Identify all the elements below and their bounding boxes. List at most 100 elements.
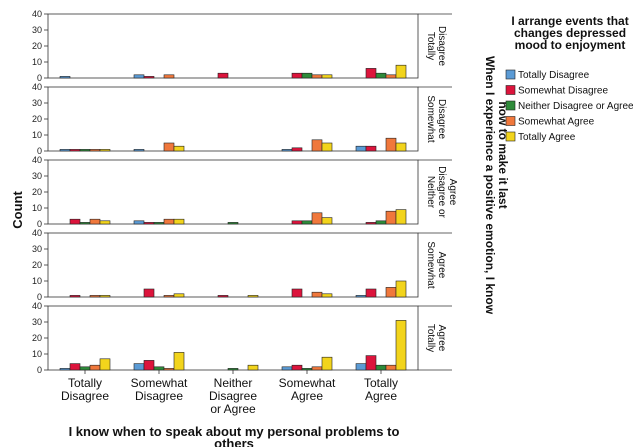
row-label: Somewhat Agree <box>425 241 447 288</box>
bar-5-2-5 <box>173 352 185 371</box>
x-tick-label: Disagree <box>135 389 183 403</box>
bar-5-1-5 <box>99 358 111 371</box>
bar-3-4-3 <box>301 220 313 225</box>
bar-5-5-1 <box>355 363 367 371</box>
bar-5-4-2 <box>291 364 303 371</box>
y-tick-label: 30 <box>32 317 42 327</box>
bar-1-5-4 <box>385 74 397 79</box>
bar-3-5-2 <box>365 222 377 225</box>
bar-1-2-1 <box>133 74 145 79</box>
row-label-line: Agree <box>436 252 447 279</box>
legend-item-label: Somewhat Disagree <box>518 86 608 97</box>
bar-5-2-1 <box>133 363 145 371</box>
y-tick-label: 10 <box>32 276 42 286</box>
row-label-line: Disagree or <box>436 166 447 218</box>
row-label-line: Neither <box>425 176 436 209</box>
legend-item-label: Neither Disagree or Agree <box>518 101 633 112</box>
legend-item-label: Somewhat Agree <box>518 117 595 128</box>
y-tick-label: 10 <box>32 203 42 213</box>
bar-5-2-4 <box>163 368 175 371</box>
legend-item-label: Totally Agree <box>518 132 576 143</box>
y-axis-label: Count <box>10 191 25 229</box>
bar-2-4-2 <box>291 147 303 152</box>
bar-2-1-1 <box>59 149 71 152</box>
y-tick-label: 30 <box>32 25 42 35</box>
bar-2-1-3 <box>79 149 91 152</box>
bar-4-1-2 <box>69 295 81 298</box>
bar-2-2-5 <box>173 145 185 152</box>
bar-3-1-4 <box>89 218 101 225</box>
row-label-line: Disagree <box>436 26 447 66</box>
bar-1-1-1 <box>59 76 71 79</box>
bar-2-5-2 <box>365 145 377 152</box>
bar-4-2-5 <box>173 293 185 298</box>
panel-2: 0 10 20 30 40 Somewhat Disagree <box>32 82 447 156</box>
bar-5-2-3 <box>153 366 165 371</box>
row-label-line: Agree <box>447 179 458 206</box>
bar-5-2-2 <box>143 360 155 371</box>
row-label: Totally Disagree <box>425 26 447 66</box>
y-tick-label: 0 <box>37 219 42 229</box>
bar-3-2-2 <box>143 222 155 225</box>
bar-4-5-1 <box>355 295 367 298</box>
bar-1-4-3 <box>301 72 313 79</box>
y-tick-label: 40 <box>32 82 42 92</box>
panel-frame <box>47 159 419 225</box>
y-tick-label: 30 <box>32 98 42 108</box>
bar-5-5-3 <box>375 364 387 371</box>
legend-title-line: mood to enjoyment <box>515 38 626 52</box>
bar-2-1-5 <box>99 149 111 152</box>
bar-3-2-4 <box>163 218 175 225</box>
legend-swatch <box>505 69 516 80</box>
x-tick-label: Totally <box>68 376 102 390</box>
legend-swatch <box>505 100 516 111</box>
bar-2-5-1 <box>355 145 367 152</box>
x-tick-label: Disagree <box>61 389 109 403</box>
bar-2-4-4 <box>311 139 323 152</box>
row-label-line: Somewhat <box>425 241 436 288</box>
row-label: Somewhat Disagree <box>425 95 447 142</box>
legend-swatch <box>505 85 516 95</box>
bar-5-4-4 <box>311 366 323 371</box>
bar-2-4-1 <box>281 149 293 152</box>
panel-4: 0 10 20 30 40 Somewhat Agree <box>32 228 447 302</box>
bar-1-4-5 <box>321 74 333 79</box>
panel-5: 0 10 20 30 40 Totally Agree <box>32 301 447 375</box>
bar-5-4-5 <box>321 356 333 371</box>
row-label-line: Somewhat <box>425 95 436 142</box>
x-tick-label: Totally <box>364 376 398 390</box>
bar-5-4-3 <box>301 368 313 371</box>
bar-1-2-4 <box>163 74 175 79</box>
x-tick-label: Neither <box>214 376 253 390</box>
bar-5-3-3 <box>227 368 239 371</box>
y-tick-label: 10 <box>32 130 42 140</box>
bar-1-5-5 <box>395 64 407 79</box>
row-label-line: Agree <box>436 325 447 352</box>
y-tick-label: 40 <box>32 9 42 19</box>
bar-4-5-2 <box>365 288 377 298</box>
bar-2-1-4 <box>89 149 101 152</box>
y-tick-label: 20 <box>32 41 42 51</box>
y-tick-label: 20 <box>32 187 42 197</box>
x-axis-label-line: others <box>214 436 254 447</box>
bar-3-2-3 <box>153 222 165 225</box>
y-tick-label: 40 <box>32 301 42 311</box>
bar-4-1-4 <box>89 295 101 298</box>
bar-2-1-2 <box>69 149 81 152</box>
bar-3-5-5 <box>395 209 407 225</box>
column-header: When I experience a positive emotion, I … <box>483 56 510 315</box>
y-tick-label: 10 <box>32 57 42 67</box>
column-header-line: When I experience a positive emotion, I … <box>483 56 497 315</box>
y-tick-label: 0 <box>37 73 42 83</box>
bar-3-1-5 <box>99 220 111 225</box>
bar-5-1-1 <box>59 368 71 371</box>
bar-1-4-2 <box>291 72 303 79</box>
bar-1-2-2 <box>143 76 155 79</box>
bar-4-4-4 <box>311 291 323 298</box>
bar-2-5-4 <box>385 137 397 152</box>
bar-2-5-5 <box>395 142 407 152</box>
column-header-line: how to make it last <box>496 101 510 208</box>
column-header-text: When I experience a positive emotion, I … <box>483 56 510 315</box>
